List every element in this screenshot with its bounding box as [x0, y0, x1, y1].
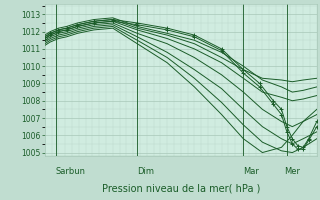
Text: Mar: Mar [244, 167, 259, 176]
Text: Dim: Dim [137, 167, 154, 176]
Text: Pression niveau de la mer( hPa ): Pression niveau de la mer( hPa ) [102, 184, 260, 194]
Text: Sarbun: Sarbun [56, 167, 86, 176]
Text: Mer: Mer [284, 167, 300, 176]
